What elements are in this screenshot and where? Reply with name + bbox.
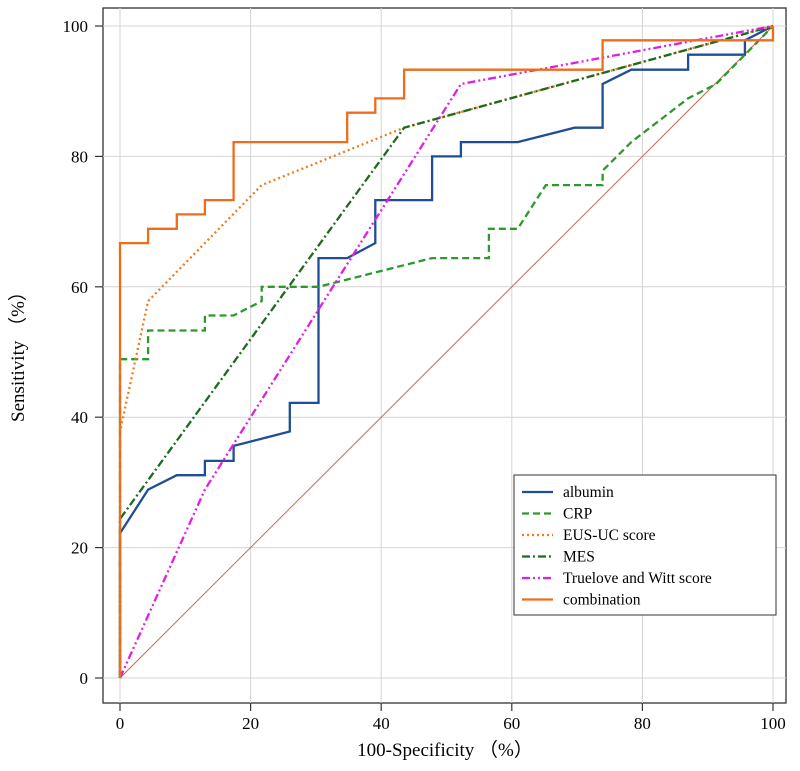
x-tick-label: 0 [116,714,125,733]
legend-label: MES [563,549,595,566]
y-tick-label: 60 [71,278,88,297]
reference-diagonal [119,25,774,679]
series-line-mes [118,24,774,678]
plot-frame [102,7,787,704]
ticks: 0 20 40 60 80 100 0 20 40 60 80 100 [63,17,786,733]
y-tick-label: 0 [80,669,89,688]
series-layer [118,24,775,679]
x-tick-label: 80 [634,714,651,733]
y-axis-label: Sensitivity （%） [7,282,29,422]
legend-label: albumin [563,484,614,501]
x-tick-label: 40 [373,714,390,733]
x-tick-label: 100 [760,714,786,733]
series-line-combination [118,26,775,678]
x-tick-label: 20 [242,714,259,733]
y-tick-label: 100 [63,17,89,36]
y-tick-label: 20 [71,539,88,558]
legend: albumin CRP EUS-UC score MES Truelove and Wi… [513,474,777,616]
series-line-albumin [118,24,774,678]
legend-label: Truelove and Witt score [563,570,712,587]
legend-label: combination [563,592,641,609]
x-axis-label: 100-Specificity （%） [357,739,533,761]
y-tick-label: 40 [71,408,88,427]
legend-box [513,474,777,616]
legend-label: CRP [563,506,592,523]
y-tick-label: 80 [71,147,88,166]
x-tick-label: 60 [503,714,520,733]
legend-label: EUS-UC score [563,527,656,544]
series-line-truelove-and-witt-score [118,24,774,679]
